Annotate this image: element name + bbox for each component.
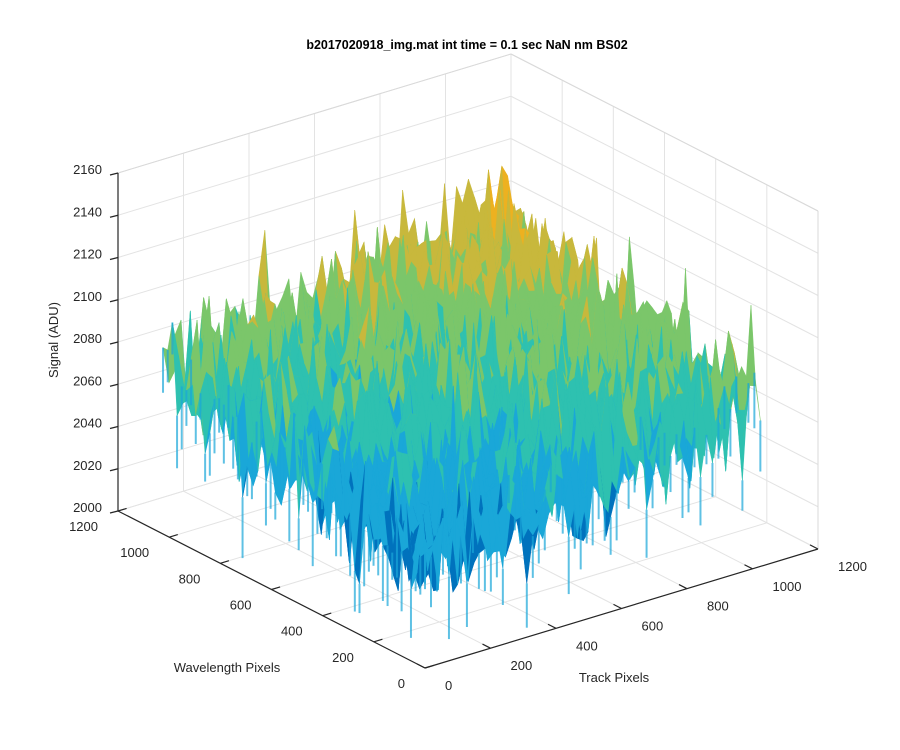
box-edge <box>117 53 512 174</box>
y-tick-label: 1200 <box>69 519 98 534</box>
y-tick-mark <box>220 560 230 564</box>
y-tick-label: 0 <box>398 676 405 691</box>
wall-gridline <box>510 95 819 254</box>
x-tick-label: 1200 <box>838 559 867 574</box>
x-tick-mark <box>809 544 819 550</box>
y-tick-mark <box>424 664 434 669</box>
y-tick-label: 200 <box>332 650 354 665</box>
y-tick-label: 400 <box>281 624 303 639</box>
z-tick-mark <box>109 383 119 387</box>
y-tick-mark <box>373 638 383 643</box>
z-tick-label: 2120 <box>73 247 102 262</box>
x-axis-label: Track Pixels <box>579 670 650 685</box>
wall-gridline <box>117 138 512 258</box>
z-tick-mark <box>109 341 119 345</box>
y-tick-label: 1000 <box>120 545 149 560</box>
box-edge <box>510 53 819 212</box>
z-tick-label: 2100 <box>73 289 102 304</box>
x-tick-label: 1000 <box>773 579 802 594</box>
z-tick-mark <box>109 299 119 303</box>
z-tick-mark <box>109 468 119 472</box>
x-tick-label: 0 <box>445 678 452 693</box>
z-axis-label: Signal (ADU) <box>46 302 61 378</box>
wall-gridline <box>510 180 819 339</box>
z-tick-mark <box>109 214 119 218</box>
y-tick-mark <box>168 533 178 538</box>
z-tick-label: 2060 <box>73 373 102 388</box>
axes <box>109 172 819 669</box>
wall-gridline <box>117 95 512 216</box>
y-tick-mark <box>117 507 127 512</box>
x-tick-label: 400 <box>576 638 598 653</box>
x-tick-label: 800 <box>707 599 729 614</box>
floor-gridline-y <box>373 522 767 643</box>
z-tick-label: 2140 <box>73 204 102 219</box>
x-tick-mark <box>547 623 557 629</box>
y-tick-mark <box>322 612 332 617</box>
x-tick-mark <box>482 643 491 649</box>
chart-title: b2017020918_img.mat int time = 0.1 sec N… <box>306 38 627 52</box>
y-tick-label: 800 <box>179 571 201 586</box>
z-tick-mark <box>109 172 119 176</box>
z-tick-label: 2020 <box>73 458 102 473</box>
x-tick-mark <box>678 584 688 590</box>
z-tick-label: 2160 <box>73 162 102 177</box>
z-tick-label: 2000 <box>73 500 102 515</box>
z-tick-mark <box>109 425 119 430</box>
z-tick-label: 2040 <box>73 416 102 431</box>
x-tick-mark <box>744 564 753 570</box>
x-tick-label: 600 <box>642 619 664 634</box>
z-tick-label: 2080 <box>73 331 102 346</box>
x-tick-mark <box>613 603 622 610</box>
surface-mesh <box>162 165 762 640</box>
x-tick-mark <box>416 663 426 669</box>
z-tick-mark <box>109 510 119 514</box>
y-tick-mark <box>271 586 281 591</box>
x-tick-label: 200 <box>511 658 533 673</box>
y-tick-label: 600 <box>230 598 252 613</box>
wall-gridline <box>510 138 819 296</box>
z-tick-mark <box>109 256 119 261</box>
y-axis-label: Wavelength Pixels <box>174 660 281 675</box>
tick-labels: 0 200 400 600 800 1000 1200 0 200 400 600 800 1000 12… <box>69 162 867 693</box>
